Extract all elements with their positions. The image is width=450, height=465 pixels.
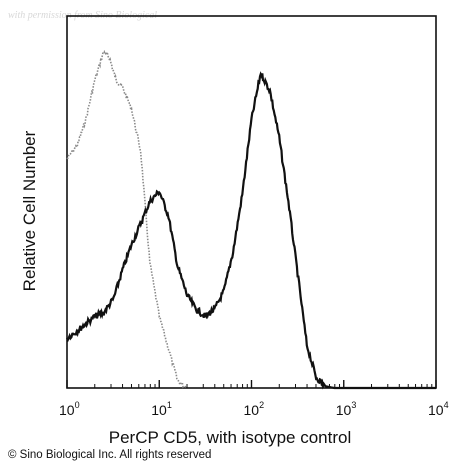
series-layer <box>66 49 436 390</box>
x-tick-label: 102 <box>244 400 265 418</box>
x-tick-label-exponent: 2 <box>259 400 264 410</box>
x-tick-label-base: 10 <box>428 402 444 418</box>
x-tick-label-exponent: 4 <box>444 400 449 410</box>
x-tick-label-exponent: 0 <box>75 400 80 410</box>
x-tick-label-base: 10 <box>59 402 75 418</box>
x-tick-label: 101 <box>151 400 172 418</box>
x-tick-label: 103 <box>336 400 357 418</box>
copyright-text: © Sino Biological Inc. All rights reserv… <box>8 449 211 461</box>
x-tick-label-base: 10 <box>151 402 167 418</box>
x-tick-label-base: 10 <box>244 402 260 418</box>
y-axis-title: Relative Cell Number <box>20 130 39 291</box>
plot-frame <box>66 15 437 389</box>
cd5-stained-curve <box>66 71 436 390</box>
x-tick-label: 100 <box>59 400 80 418</box>
x-tick-label-base: 10 <box>336 402 352 418</box>
x-axis-title: PerCP CD5, with isotype control <box>109 428 352 447</box>
isotype-control-curve <box>66 49 188 389</box>
x-tick-label-exponent: 3 <box>351 400 356 410</box>
x-axis-ticks: 100 101 102 103 104 <box>59 380 449 418</box>
x-tick-label: 104 <box>428 400 449 418</box>
x-tick-label-exponent: 1 <box>167 400 172 410</box>
